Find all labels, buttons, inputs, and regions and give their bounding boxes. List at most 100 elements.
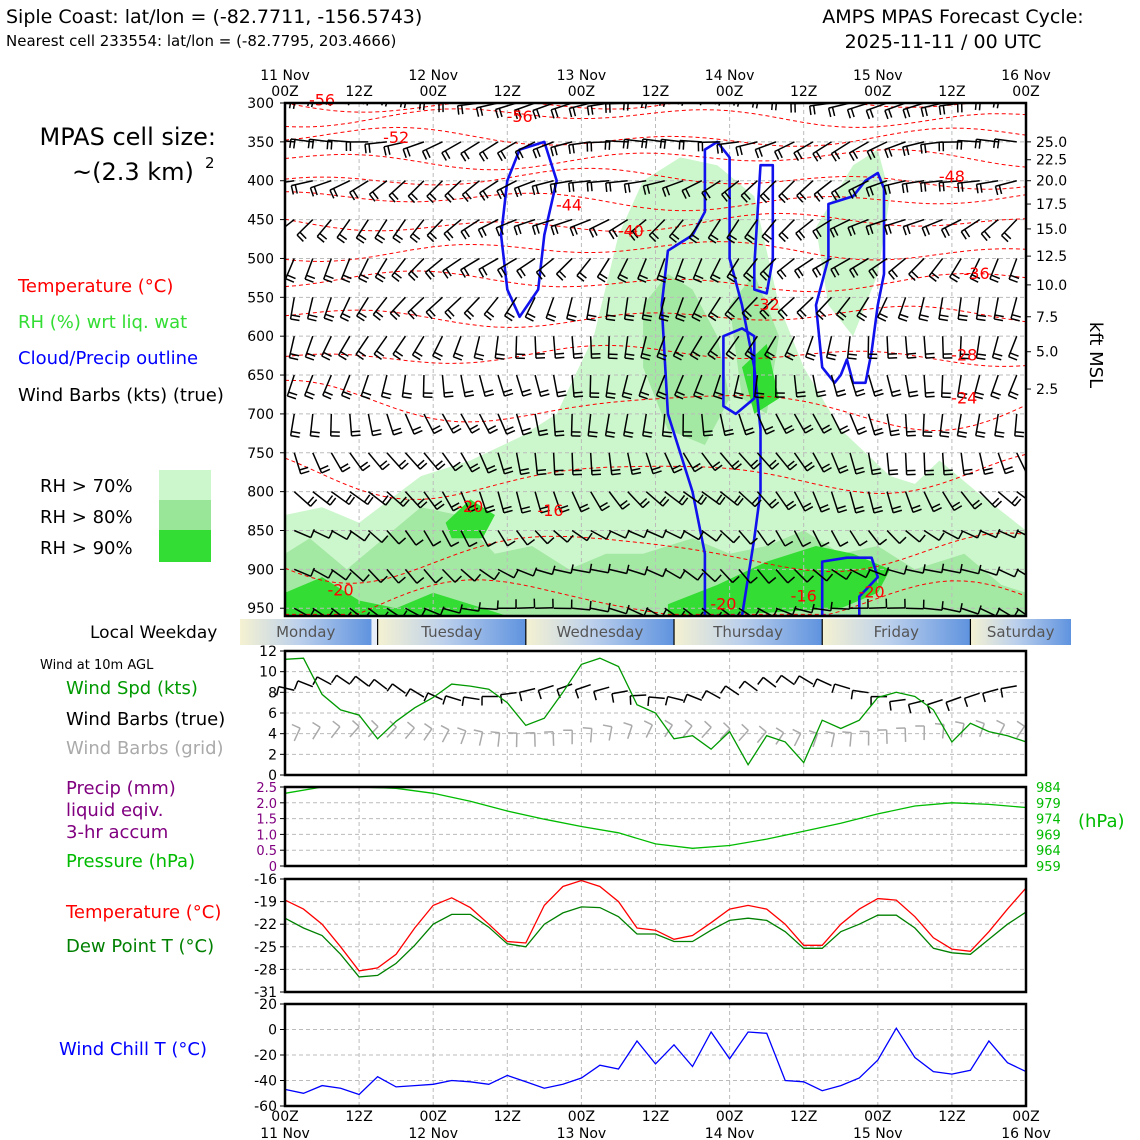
wind-barb [367, 413, 374, 436]
wind-barb [573, 352, 583, 355]
wind-barb [787, 576, 796, 584]
wind-barb [540, 393, 550, 398]
wind-barb [938, 105, 942, 116]
wind-barb [656, 278, 666, 283]
wind-barb [984, 471, 994, 475]
wind-barb [588, 431, 598, 434]
wind-barb [306, 352, 316, 357]
wind-barb [425, 296, 443, 313]
wind-barb [957, 434, 967, 438]
wind-barb [817, 394, 827, 398]
wind-barb [348, 496, 356, 505]
y-tick-label: 2.0 [256, 797, 277, 812]
wind-barb [997, 568, 1015, 578]
wind-barb [789, 463, 798, 471]
wind-barb [486, 465, 496, 470]
temperature-contour [285, 270, 1026, 293]
wind-barb [904, 491, 914, 513]
wind-barb [708, 237, 717, 244]
wind-barb [673, 355, 682, 361]
wind-barb [291, 430, 301, 434]
wind-barb [940, 229, 947, 238]
wind-barb [701, 607, 713, 616]
wind-barb [681, 180, 703, 192]
wind-barb [507, 540, 516, 547]
y-tick-label: 1.5 [256, 813, 277, 828]
wind-barb [312, 529, 330, 539]
wind-barb [628, 232, 636, 241]
wind-barb [883, 225, 888, 235]
wind-barb [468, 541, 478, 548]
wind-barb-grid [722, 722, 731, 730]
wind-barb [576, 275, 585, 282]
wind-barb [435, 576, 444, 584]
wind-barb [479, 607, 498, 611]
wind-barb [375, 310, 384, 318]
wind-barb [873, 388, 883, 393]
wind-barb [868, 606, 887, 609]
panel-frame [283, 1002, 1028, 1108]
wind-barb [444, 195, 452, 203]
wind-barb-true [500, 691, 517, 696]
wind-barb [513, 188, 519, 198]
y-tick-label: 8 [268, 685, 277, 701]
temperature-contour [285, 126, 1026, 147]
wind-barb [873, 509, 883, 514]
wind-barb [516, 606, 535, 609]
wind-barb [483, 313, 492, 321]
wind-barb-true [816, 678, 832, 687]
wind-barb [513, 218, 536, 228]
wind-barb [296, 234, 304, 242]
wind-barb [812, 491, 823, 513]
wind-barb [957, 183, 960, 193]
kft-tick-label: 15.0 [1036, 222, 1067, 238]
wind-barb [605, 434, 615, 438]
wind-barb [710, 234, 719, 241]
wind-barb [621, 374, 629, 397]
wind-barb [931, 503, 941, 509]
wind-barb [469, 424, 479, 431]
wind-barb [904, 452, 908, 475]
wind-barb [309, 187, 315, 197]
wind-barb [887, 184, 891, 194]
wind-barb [830, 601, 833, 611]
wind-barb [775, 568, 789, 584]
wind-barb [477, 229, 484, 238]
wind-barb [841, 428, 850, 435]
wind-barb [383, 146, 387, 156]
wind-barb [341, 394, 351, 400]
wind-barb [856, 426, 866, 432]
wind-barb [784, 355, 794, 361]
y-tick-label: 0 [268, 768, 277, 784]
bottom-time-label: 12Z [345, 1109, 372, 1125]
wind-barb [676, 390, 685, 396]
wind-barb [812, 607, 831, 612]
wind-barb [550, 109, 555, 119]
wind-barb [624, 430, 634, 434]
wind-barb [775, 607, 793, 616]
wind-barb [572, 568, 590, 574]
wind-barb [554, 108, 559, 118]
wind-barb-grid [1016, 725, 1026, 739]
wind-barb [848, 190, 854, 199]
wind-barb [478, 153, 485, 162]
y-tick-label: 2.5 [256, 781, 277, 796]
wind-barb [709, 350, 719, 357]
wind-barb [432, 355, 442, 361]
wind-barb-true [575, 683, 591, 691]
wind-barb [998, 185, 1003, 195]
wind-barb [994, 314, 1004, 318]
wind-barb [905, 183, 909, 193]
wind-barb [326, 140, 329, 150]
wind-barb [899, 313, 909, 318]
wind-barb [901, 183, 905, 194]
wind-barb [884, 141, 906, 151]
wind-barb [305, 391, 315, 396]
wind-barb [679, 570, 686, 579]
wind-barb-grid [1016, 720, 1025, 727]
wind-barb [960, 231, 967, 240]
wind-barb [342, 391, 352, 396]
wind-barb [475, 352, 485, 357]
wind-barb [503, 388, 513, 393]
wind-barb [336, 236, 345, 244]
